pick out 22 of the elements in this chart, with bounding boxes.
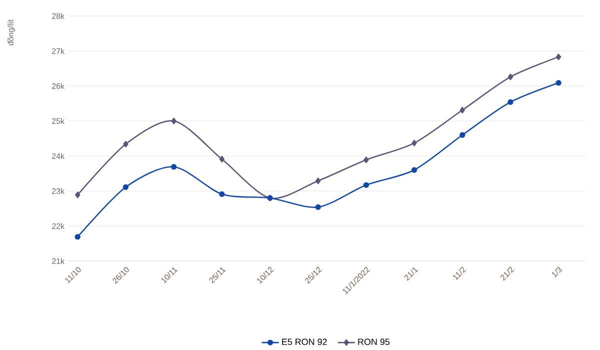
point <box>170 164 177 170</box>
point <box>508 99 514 105</box>
point <box>219 156 224 162</box>
point <box>123 140 128 148</box>
point <box>556 80 562 86</box>
point <box>460 106 465 114</box>
point <box>363 182 370 188</box>
point <box>315 177 321 184</box>
point <box>315 204 321 210</box>
point <box>171 118 176 124</box>
point <box>411 166 418 173</box>
legend-label: E5 RON 92 <box>282 338 327 345</box>
point <box>219 191 225 197</box>
point <box>364 156 369 163</box>
point <box>556 54 562 60</box>
point <box>75 191 80 198</box>
point <box>74 234 80 240</box>
point <box>508 73 514 80</box>
point <box>460 132 466 138</box>
legend-label: RON 95 <box>358 338 390 345</box>
point <box>122 184 129 190</box>
point <box>412 140 417 146</box>
